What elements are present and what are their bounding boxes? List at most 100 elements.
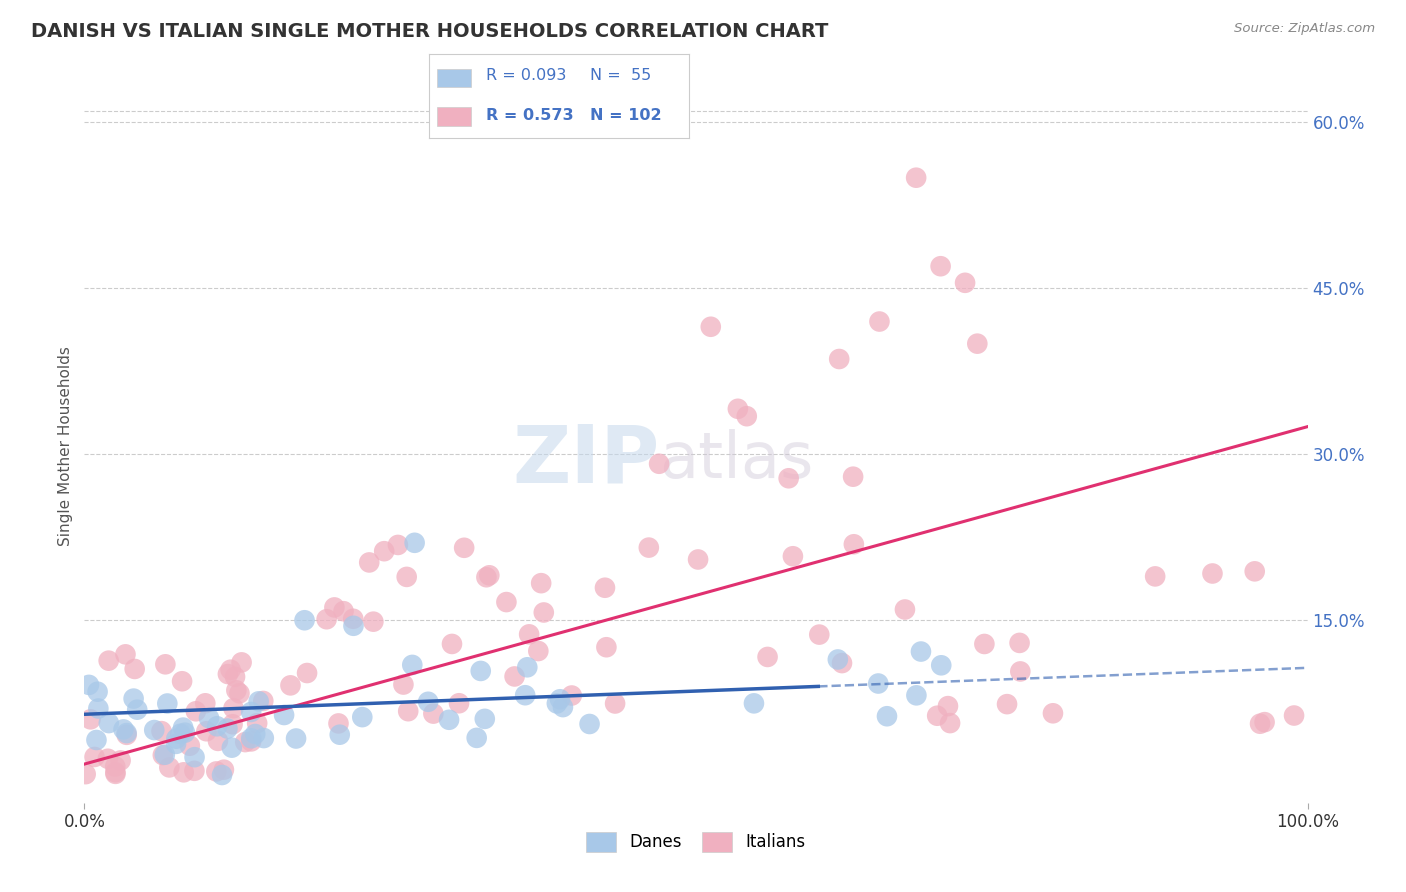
Point xyxy=(831,656,853,670)
Point xyxy=(155,657,177,672)
Point xyxy=(252,694,274,708)
Point xyxy=(447,696,470,710)
Point xyxy=(174,725,197,739)
Point xyxy=(97,654,120,668)
Point xyxy=(233,735,256,749)
Point xyxy=(104,765,127,780)
Point xyxy=(323,600,346,615)
Point xyxy=(247,694,270,708)
Point xyxy=(245,727,267,741)
Point xyxy=(842,537,865,551)
Text: R = 0.093: R = 0.093 xyxy=(486,68,567,83)
Point xyxy=(221,717,243,731)
Point xyxy=(561,689,583,703)
Point xyxy=(1249,716,1271,731)
Point xyxy=(240,705,263,719)
Point xyxy=(122,691,145,706)
Point xyxy=(97,716,120,731)
Point xyxy=(395,570,418,584)
Point xyxy=(295,666,318,681)
Point xyxy=(1201,566,1223,581)
Point xyxy=(495,595,517,609)
Point xyxy=(172,674,194,689)
Point xyxy=(637,541,659,555)
Point xyxy=(179,739,201,753)
Point xyxy=(104,759,127,773)
Point xyxy=(648,457,671,471)
Point xyxy=(115,726,138,740)
Point xyxy=(97,752,120,766)
Point xyxy=(104,767,127,781)
Point xyxy=(222,701,245,715)
Point xyxy=(778,471,800,485)
Point xyxy=(115,728,138,742)
Point xyxy=(828,351,851,366)
Text: N =  55: N = 55 xyxy=(591,68,651,83)
Point xyxy=(86,684,108,698)
Point xyxy=(910,644,932,658)
Point xyxy=(418,695,440,709)
Point xyxy=(516,660,538,674)
Point xyxy=(440,637,463,651)
Point xyxy=(470,664,492,678)
Point xyxy=(329,728,352,742)
Point xyxy=(929,658,952,673)
Point xyxy=(869,314,891,328)
Text: DANISH VS ITALIAN SINGLE MOTHER HOUSEHOLDS CORRELATION CHART: DANISH VS ITALIAN SINGLE MOTHER HOUSEHOL… xyxy=(31,22,828,41)
Point xyxy=(1282,708,1305,723)
Point xyxy=(280,678,302,692)
Point xyxy=(533,606,555,620)
Point xyxy=(153,747,176,762)
Point xyxy=(842,469,865,483)
Point xyxy=(517,627,540,641)
Point xyxy=(593,581,616,595)
Point xyxy=(342,619,364,633)
Point xyxy=(396,704,419,718)
Point xyxy=(246,716,269,731)
Point xyxy=(905,689,928,703)
Point xyxy=(953,276,976,290)
Point xyxy=(294,613,316,627)
Point xyxy=(205,764,228,779)
Point xyxy=(225,683,247,698)
Point xyxy=(939,716,962,731)
Point xyxy=(224,670,246,684)
Point xyxy=(219,663,242,677)
Point xyxy=(77,678,100,692)
Point xyxy=(240,734,263,748)
Point xyxy=(110,754,132,768)
Text: R = 0.573: R = 0.573 xyxy=(486,108,574,123)
Point xyxy=(392,677,415,691)
Point xyxy=(124,662,146,676)
Point xyxy=(342,612,364,626)
Point xyxy=(165,731,187,746)
Point xyxy=(157,760,180,774)
Point xyxy=(578,717,600,731)
Point xyxy=(782,549,804,564)
Point xyxy=(1008,636,1031,650)
Point xyxy=(465,731,488,745)
Point xyxy=(453,541,475,555)
Point xyxy=(240,731,263,746)
Point xyxy=(422,706,444,721)
Point xyxy=(217,667,239,681)
Point xyxy=(253,731,276,745)
Point xyxy=(112,723,135,737)
Point xyxy=(1042,706,1064,721)
Point xyxy=(211,768,233,782)
Legend: Danes, Italians: Danes, Italians xyxy=(579,825,813,859)
Text: N = 102: N = 102 xyxy=(591,108,662,123)
Point xyxy=(474,712,496,726)
Point xyxy=(183,764,205,778)
Point xyxy=(332,604,354,618)
Text: atlas: atlas xyxy=(659,429,814,491)
Point xyxy=(437,713,460,727)
Point xyxy=(152,748,174,763)
Point xyxy=(127,703,149,717)
Point xyxy=(1144,569,1167,583)
Point xyxy=(228,686,250,700)
Point xyxy=(352,710,374,724)
Point xyxy=(373,544,395,558)
Text: ZIP: ZIP xyxy=(512,421,659,500)
Point xyxy=(603,697,626,711)
